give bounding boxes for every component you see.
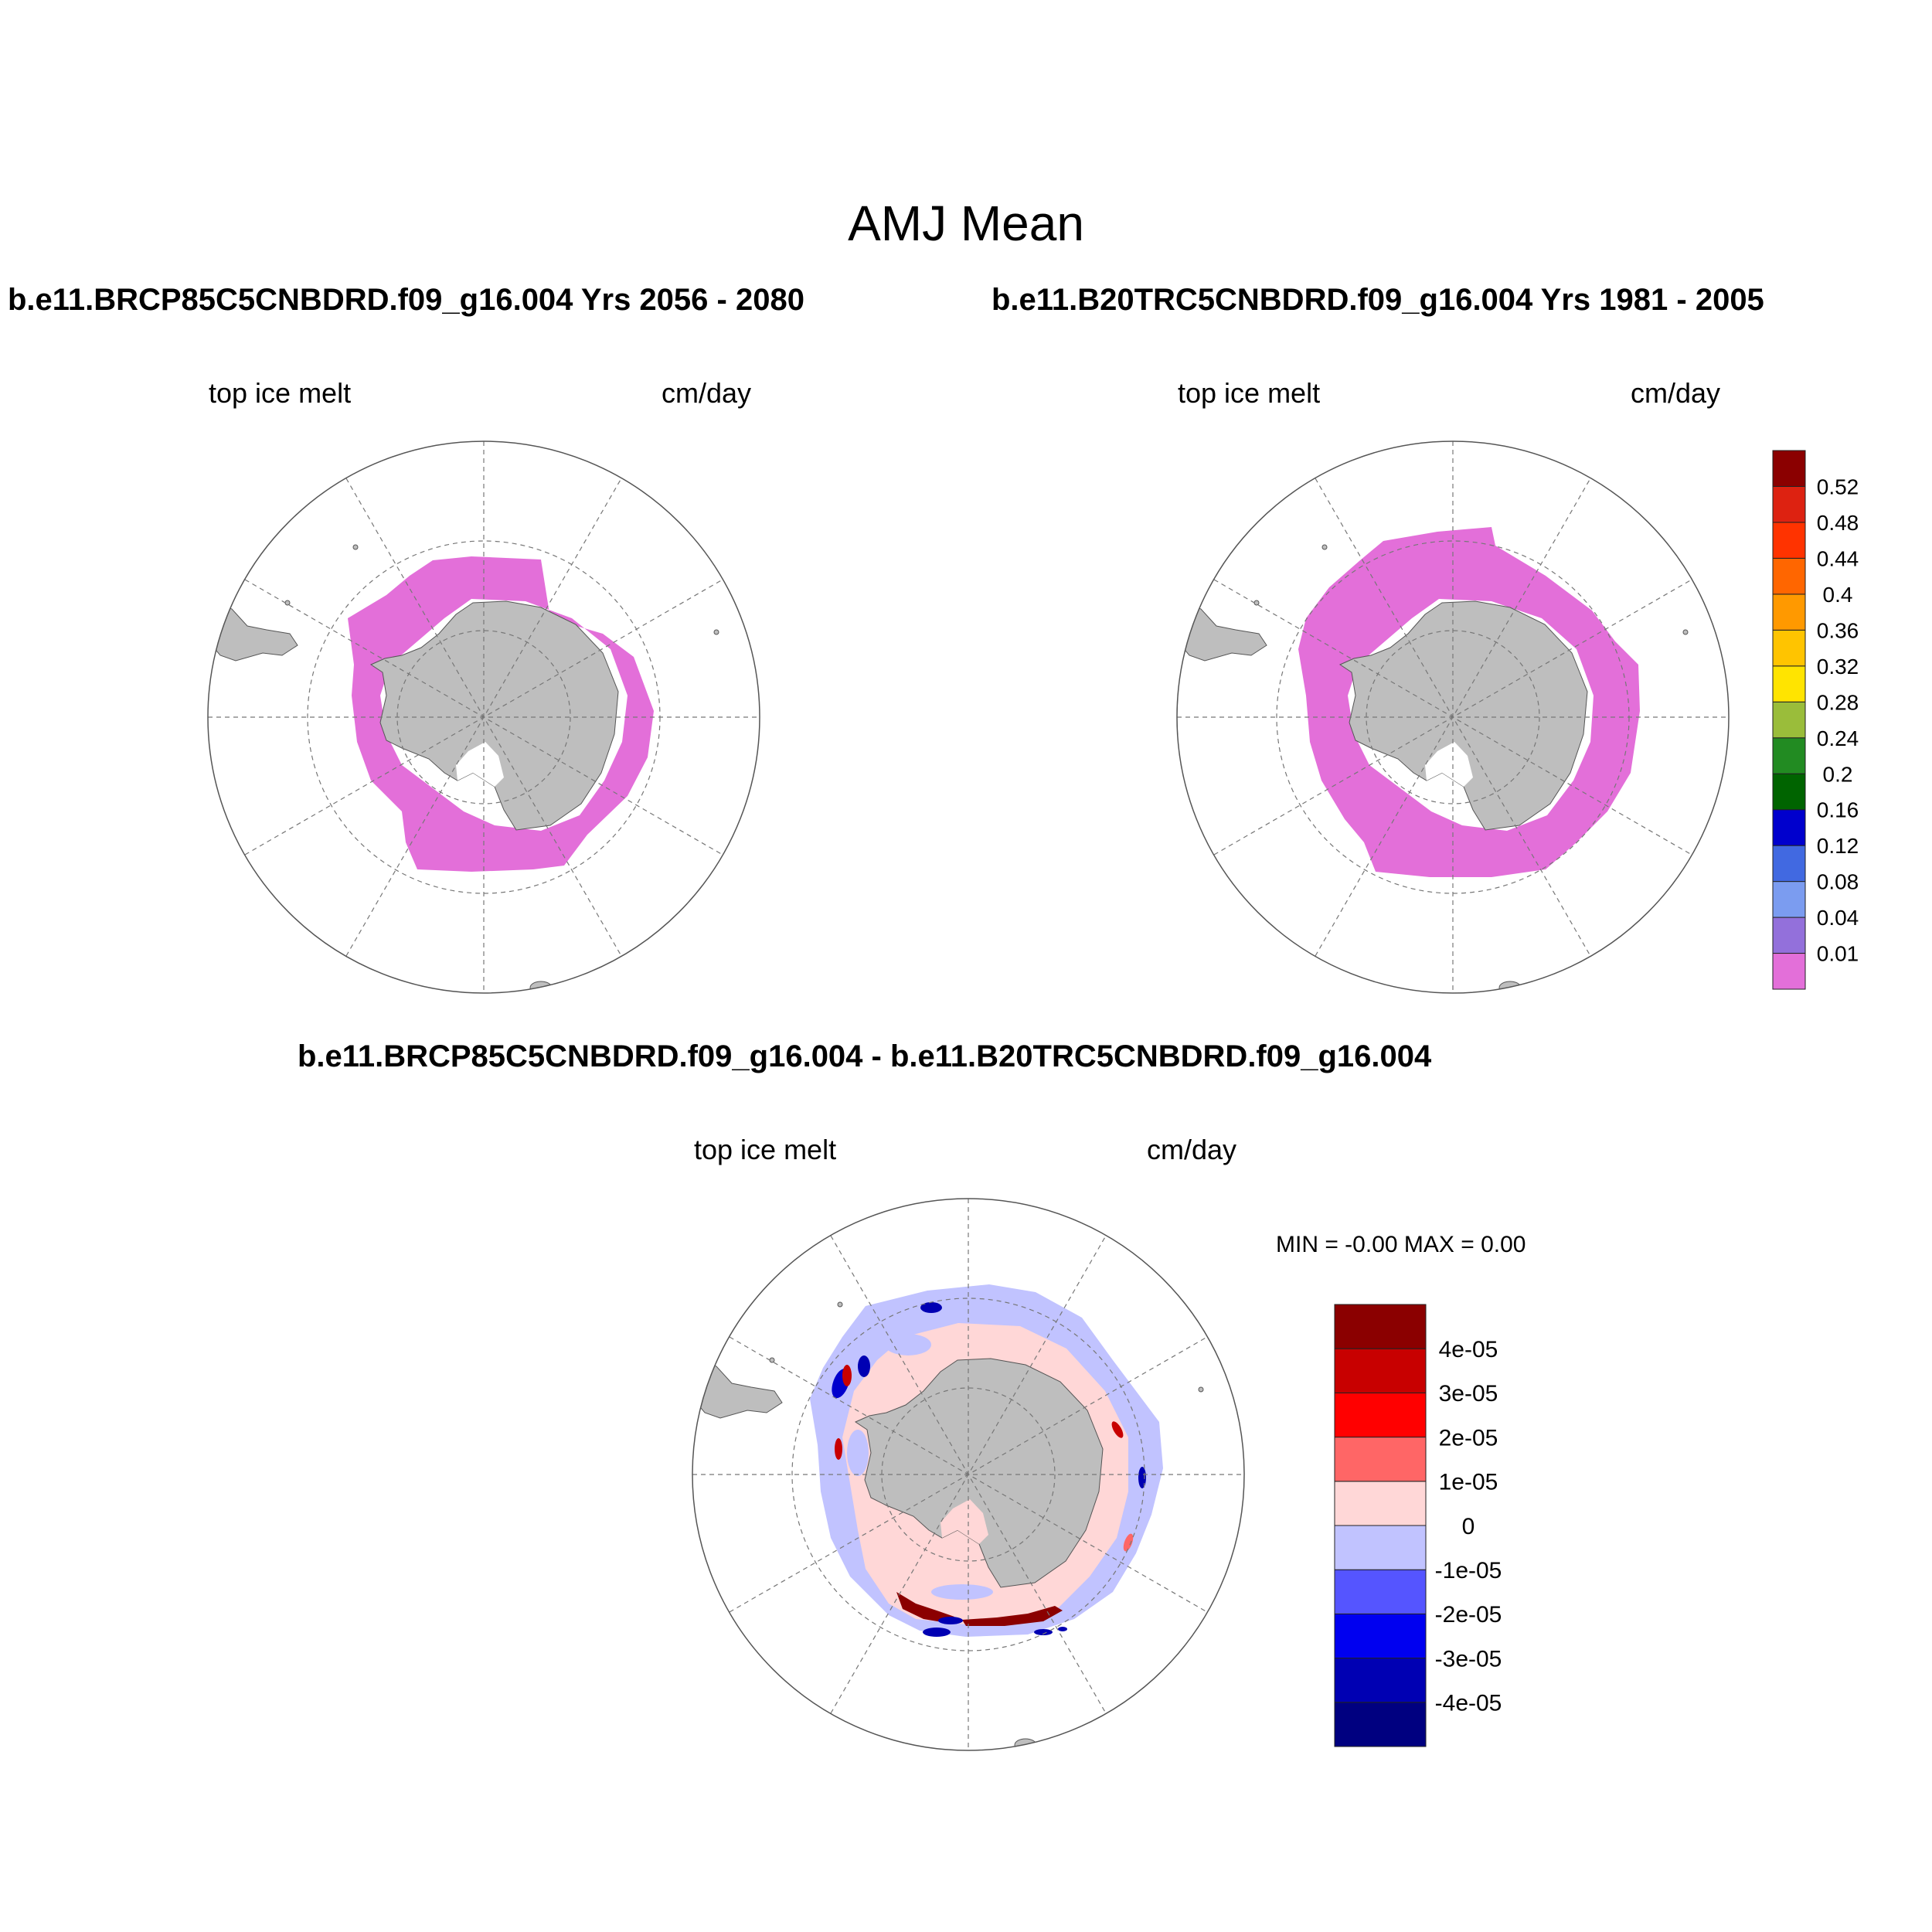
main-colorbar-swatch [1772, 881, 1806, 918]
main-colorbar-tick-label: 0.48 [1817, 511, 1859, 535]
difference-colorbar-tick-label: 3e-05 [1439, 1381, 1498, 1406]
difference-colorbar-tick-label: 0 [1462, 1514, 1475, 1539]
main-colorbar-tick-label: 0.2 [1823, 762, 1853, 786]
difference-colorbar-swatch [1334, 1304, 1427, 1349]
panel2-variable-label: top ice melt [1178, 377, 1321, 409]
difference-colorbar-tick-label: 2e-05 [1439, 1425, 1498, 1451]
main-colorbar-swatch [1772, 953, 1806, 990]
main-colorbar-swatch [1772, 485, 1806, 523]
difference-colorbar-tick-label: -4e-05 [1435, 1691, 1502, 1716]
main-colorbar: 0.01 0.04 0.08 0.12 0.16 0.2 0.24 0.28 0.32 0.36 0… [1772, 450, 1859, 990]
main-colorbar-tick-label: 0.44 [1817, 546, 1859, 570]
difference-colorbar-tick-label: -2e-05 [1435, 1602, 1502, 1628]
difference-colorbar-tick-label: -3e-05 [1435, 1646, 1502, 1672]
main-colorbar-tick-label: 0.04 [1817, 906, 1859, 930]
panel2-south-america-landmass [1177, 602, 1267, 662]
main-colorbar-tick-label: 0.28 [1817, 690, 1859, 714]
panel3-minmax-text: MIN = -0.00 MAX = 0.00 [1276, 1232, 1526, 1257]
main-colorbar-tick-label: 0.12 [1817, 834, 1859, 858]
difference-colorbar-tick-label: 4e-05 [1439, 1337, 1498, 1362]
main-colorbar-tick-label: 0.16 [1817, 798, 1859, 822]
main-colorbar-tick-label: 0.24 [1817, 726, 1859, 750]
panel1-case-title: b.e11.BRCP85C5CNBDRD.f09_g16.004 Yrs 205… [8, 283, 804, 317]
panel1-variable-label: top ice melt [209, 377, 352, 409]
main-colorbar-swatch [1772, 665, 1806, 702]
main-colorbar-swatch [1772, 773, 1806, 811]
main-colorbar-swatch [1772, 629, 1806, 667]
difference-colorbar-swatch [1334, 1348, 1427, 1393]
main-colorbar-swatch [1772, 522, 1806, 559]
panel3-polar-map [692, 1198, 1245, 1751]
panel1-units-label: cm/day [662, 377, 752, 409]
main-colorbar-swatch [1772, 737, 1806, 774]
difference-colorbar-swatch [1334, 1437, 1427, 1482]
main-colorbar-swatch [1772, 594, 1806, 631]
panel3-case-title: b.e11.BRCP85C5CNBDRD.f09_g16.004 - b.e11… [298, 1039, 1432, 1073]
main-colorbar-tick-label: 0.01 [1817, 942, 1859, 966]
difference-colorbar-swatch [1334, 1702, 1427, 1747]
main-colorbar-tick-label: 0.36 [1817, 618, 1859, 642]
panel2-ice-melt-region [1298, 527, 1640, 877]
main-colorbar-swatch [1772, 557, 1806, 595]
difference-colorbar-swatch [1334, 1392, 1427, 1438]
main-colorbar-swatch [1772, 701, 1806, 739]
difference-colorbar-swatch [1334, 1481, 1427, 1526]
difference-colorbar-tick-label: -1e-05 [1435, 1558, 1502, 1583]
difference-colorbar-swatch [1334, 1525, 1427, 1570]
panel1-polar-map [207, 440, 760, 994]
main-colorbar-swatch [1772, 917, 1806, 954]
panel1-south-america-landmass [208, 602, 298, 662]
panel3-units-label: cm/day [1147, 1134, 1237, 1165]
panel3-variable-label: top ice melt [694, 1134, 837, 1165]
difference-colorbar: -4e-05 -3e-05 -2e-05 -1e-05 0 1e-05 2e-05 3e-05… [1334, 1304, 1502, 1747]
difference-colorbar-swatch [1334, 1658, 1427, 1703]
main-colorbar-tick-label: 0.08 [1817, 870, 1859, 894]
difference-colorbar-swatch [1334, 1569, 1427, 1614]
main-colorbar-swatch [1772, 450, 1806, 487]
main-colorbar-tick-label: 0.4 [1823, 583, 1853, 607]
panel2-case-title: b.e11.B20TRC5CNBDRD.f09_g16.004 Yrs 1981… [992, 283, 1764, 317]
panel1-ice-melt-region [348, 556, 654, 872]
main-colorbar-tick-label: 0.32 [1817, 655, 1859, 679]
panel3-south-america-landmass [692, 1359, 783, 1419]
panel2-units-label: cm/day [1631, 377, 1721, 409]
main-colorbar-tick-label: 0.52 [1817, 475, 1859, 499]
main-colorbar-swatch [1772, 845, 1806, 883]
panel2-polar-map [1176, 440, 1730, 994]
main-colorbar-swatch [1772, 809, 1806, 846]
figure-title: AMJ Mean [848, 196, 1084, 251]
difference-colorbar-tick-label: 1e-05 [1439, 1470, 1498, 1495]
panel3-strong-positive-anomaly [896, 1592, 954, 1623]
difference-colorbar-swatch [1334, 1613, 1427, 1659]
